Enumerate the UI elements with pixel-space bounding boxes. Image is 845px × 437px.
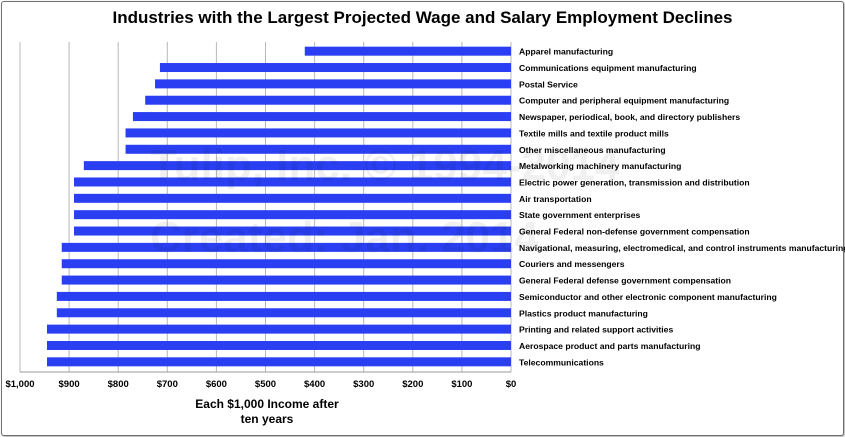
bar xyxy=(56,308,511,318)
bar xyxy=(61,275,512,285)
x-tick-label: $200 xyxy=(402,379,423,390)
bar xyxy=(304,46,511,56)
category-label: Plastics product manufacturing xyxy=(519,308,648,318)
bar xyxy=(61,242,512,252)
category-label: Communications equipment manufacturing xyxy=(519,63,697,73)
bars xyxy=(47,46,512,367)
bar xyxy=(47,340,511,350)
bar xyxy=(61,259,512,269)
category-label: Other miscellaneous manufacturing xyxy=(519,145,666,155)
bar xyxy=(155,79,511,89)
bar xyxy=(74,210,511,220)
category-label: Apparel manufacturing xyxy=(519,47,613,57)
category-label: Metalworking machinery manufacturing xyxy=(519,161,681,171)
category-label: Navigational, measuring, electromedical,… xyxy=(519,243,845,253)
grid-lines xyxy=(19,42,512,372)
x-tick-label: $0 xyxy=(506,379,517,390)
x-tick-label: $800 xyxy=(108,379,129,390)
category-label: General Federal defense government compe… xyxy=(519,276,731,286)
bar xyxy=(125,144,511,154)
bar xyxy=(125,128,511,138)
category-label: Newspaper, periodical, book, and directo… xyxy=(519,112,740,122)
x-tick-label: $900 xyxy=(59,379,80,390)
bar xyxy=(47,357,511,367)
x-tick-label: $400 xyxy=(304,379,325,390)
bar xyxy=(74,193,511,203)
category-label: Textile mills and textile product mills xyxy=(519,128,669,138)
bar xyxy=(74,177,511,187)
bar xyxy=(145,95,511,105)
bar xyxy=(56,291,511,301)
bar xyxy=(47,324,511,334)
category-label: State government enterprises xyxy=(519,210,641,220)
category-labels: Apparel manufacturing Communications equi… xyxy=(519,47,845,368)
x-tick-label: $600 xyxy=(206,379,227,390)
category-label: Telecommunications xyxy=(519,357,604,367)
category-label: Printing and related support activities xyxy=(519,325,673,335)
category-label: Semiconductor and other electronic compo… xyxy=(519,292,777,302)
bar xyxy=(83,161,511,171)
x-tick-label: $500 xyxy=(255,379,276,390)
x-axis: $1,000 $900 $800 $700 $600 $500 $400 $300 $200 $1… xyxy=(5,371,517,390)
x-tick-label: $1,000 xyxy=(5,379,34,390)
x-axis-label: Each $1,000 Income after ten years xyxy=(195,397,339,426)
category-label: Aerospace product and parts manufacturin… xyxy=(519,341,700,351)
category-label: Couriers and messengers xyxy=(519,259,625,269)
bar xyxy=(74,226,511,236)
bar xyxy=(132,112,511,122)
category-label: Electric power generation, transmission … xyxy=(519,177,750,187)
chart-title: Industries with the Largest Projected Wa… xyxy=(112,8,733,27)
x-tick-label: $300 xyxy=(353,379,374,390)
category-label: General Federal non-defense government c… xyxy=(519,227,750,237)
category-label: Computer and peripheral equipment manufa… xyxy=(519,96,729,106)
bar xyxy=(159,63,511,73)
category-label: Air transportation xyxy=(519,194,592,204)
category-label: Postal Service xyxy=(519,79,578,89)
x-tick-label: $700 xyxy=(157,379,178,390)
x-tick-label: $100 xyxy=(451,379,472,390)
